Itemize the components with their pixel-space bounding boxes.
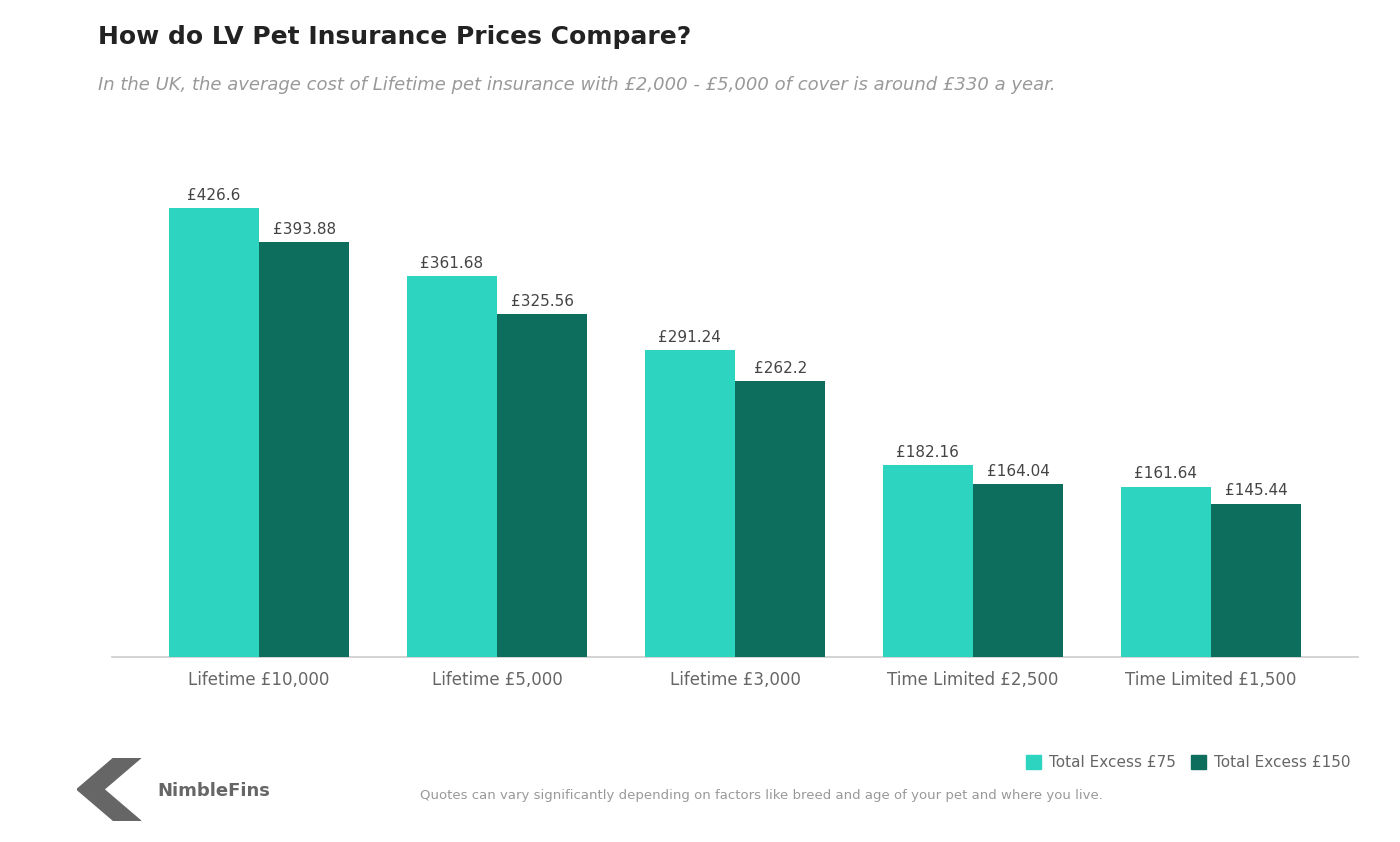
Text: Quotes can vary significantly depending on factors like breed and age of your pe: Quotes can vary significantly depending … — [420, 789, 1103, 802]
Text: £182.16: £182.16 — [896, 445, 959, 460]
Text: £426.6: £426.6 — [188, 188, 241, 203]
Text: £161.64: £161.64 — [1134, 466, 1197, 482]
Bar — [973, 484, 1064, 657]
Bar — [882, 465, 973, 657]
Text: £164.04: £164.04 — [987, 464, 1050, 479]
Bar — [735, 381, 826, 657]
Text: NimbleFins: NimbleFins — [158, 781, 270, 800]
Text: £262.2: £262.2 — [753, 360, 806, 376]
Bar — [1120, 487, 1211, 657]
Bar — [1211, 504, 1302, 657]
Text: £291.24: £291.24 — [658, 330, 721, 345]
Polygon shape — [77, 758, 141, 821]
Bar — [497, 314, 588, 657]
Bar — [259, 242, 350, 657]
Text: £361.68: £361.68 — [420, 256, 483, 271]
Bar — [168, 208, 259, 657]
Text: £145.44: £145.44 — [1225, 483, 1288, 498]
Text: £393.88: £393.88 — [273, 222, 336, 237]
Bar — [644, 350, 735, 657]
Legend: Total Excess £75, Total Excess £150: Total Excess £75, Total Excess £150 — [1026, 755, 1351, 770]
Text: £325.56: £325.56 — [511, 294, 574, 309]
Text: In the UK, the average cost of Lifetime pet insurance with £2,000 - £5,000 of co: In the UK, the average cost of Lifetime … — [98, 76, 1056, 93]
Text: How do LV Pet Insurance Prices Compare?: How do LV Pet Insurance Prices Compare? — [98, 25, 692, 50]
Bar — [406, 276, 497, 657]
